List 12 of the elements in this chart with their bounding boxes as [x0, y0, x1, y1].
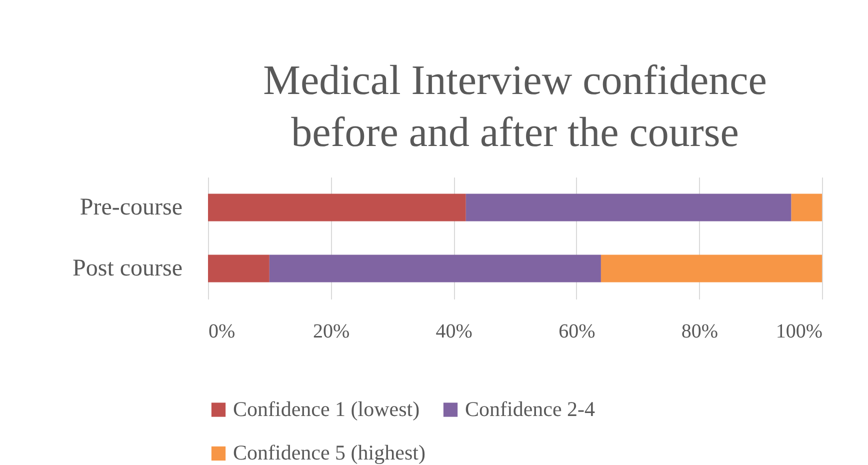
- x-tick-label: 20%: [312, 320, 350, 342]
- y-tick-label: Pre-course: [80, 194, 182, 220]
- x-tick-label: 40%: [436, 320, 472, 342]
- chart-title: Medical Interview confidence before and after the course: [263, 58, 767, 156]
- x-tick-label: 100%: [776, 320, 822, 342]
- x-tick-label: 80%: [681, 320, 718, 342]
- x-tick-label: 0%: [208, 320, 236, 342]
- legend-label: Confidence 5 (highest): [233, 440, 426, 464]
- y-tick-label: Post course: [72, 256, 182, 282]
- x-tick-label: 60%: [558, 320, 596, 342]
- legend-label: Confidence 1 (lowest): [233, 396, 420, 421]
- legend-label: Confidence 2-4: [465, 396, 596, 421]
